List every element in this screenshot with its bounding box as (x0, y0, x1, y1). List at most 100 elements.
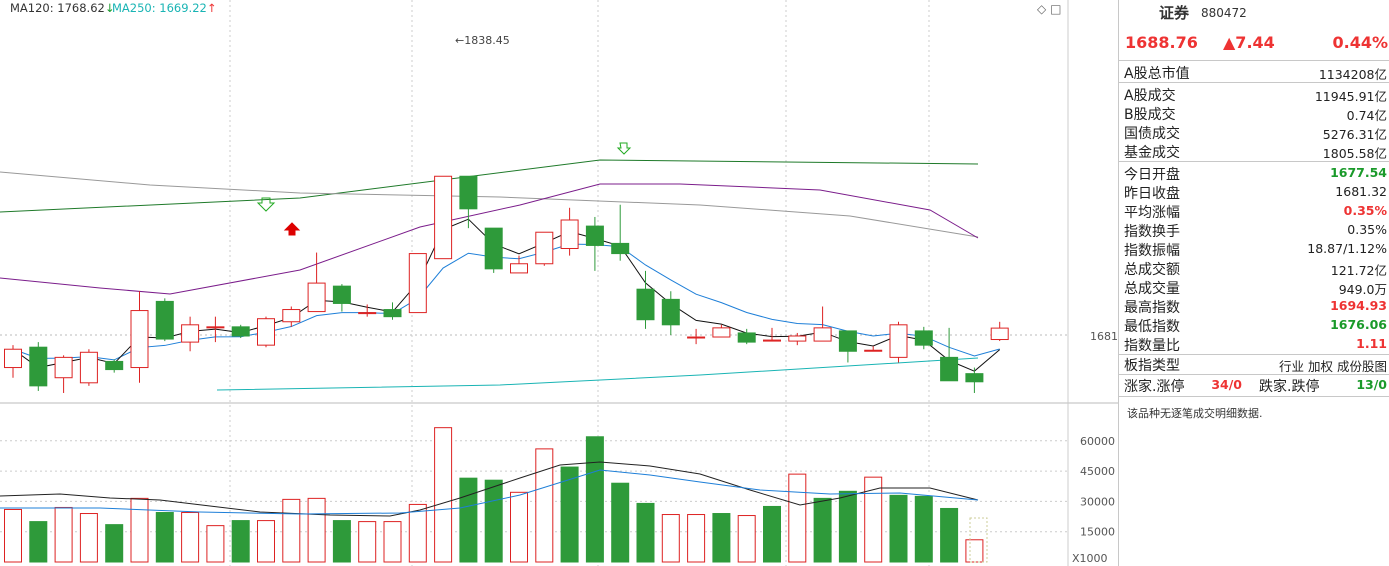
stat-label: 国债成交 (1124, 126, 1180, 142)
down-count-label: 跌家.跌停 (1259, 379, 1320, 395)
volume-bar (838, 490, 857, 563)
volume-ma10-line (0, 469, 979, 515)
volume-bar (763, 505, 781, 563)
volume-bar (636, 502, 655, 563)
candle-body (940, 356, 959, 382)
candle-body (510, 263, 528, 274)
volume-bar (130, 497, 149, 563)
volume-bar (737, 515, 756, 563)
candle-body (585, 225, 604, 246)
volume-bar (29, 521, 48, 563)
up-count-label: 涨家.涨停 (1124, 379, 1185, 395)
stat-row: 最高指数 1694.93 (1119, 296, 1389, 316)
volume-projection (969, 517, 988, 563)
volume-bar (560, 466, 579, 563)
stat-row: 指数量比 1.11 (1119, 334, 1389, 354)
divider (1119, 82, 1389, 83)
divider (1119, 354, 1389, 355)
volume-bar (661, 514, 680, 563)
candle-body (914, 330, 933, 346)
candle-body (181, 324, 200, 343)
candle-body (155, 300, 174, 340)
volume-bar (206, 525, 225, 563)
stat-label: 昨日收盘 (1124, 186, 1180, 202)
volume-bar (965, 539, 984, 563)
candle-body (763, 339, 781, 342)
square-icon[interactable]: □ (1050, 2, 1062, 16)
stat-row: 今日开盘 1677.54 (1119, 163, 1389, 183)
high-annotation: ←1838.45 (455, 34, 510, 47)
volume-bar (105, 524, 124, 563)
volume-bar (4, 508, 22, 563)
stat-row: 板指类型 行业 加权 成份股图 (1119, 354, 1389, 374)
no-tick-data-note: 该品种无逐笔成交明细数据. (1127, 407, 1263, 420)
volume-bar (940, 507, 959, 563)
volume-bar (687, 514, 706, 563)
stat-label: 总成交额 (1124, 262, 1180, 278)
volume-bar (181, 512, 200, 563)
candle-body (79, 351, 98, 384)
stat-value: 5276.31亿 (1322, 127, 1387, 142)
candle-body (636, 288, 655, 321)
stat-label: 总成交量 (1124, 281, 1180, 297)
stat-label: 指数换手 (1124, 224, 1180, 240)
stat-row: 指数振幅 18.87/1.12% (1119, 239, 1389, 259)
down-count-value: 13/0 (1356, 377, 1387, 392)
stat-row: 基金成交 1805.58亿 (1119, 141, 1389, 161)
volume-bar (282, 498, 301, 563)
stat-row: 平均涨幅 0.35% (1119, 201, 1389, 221)
candle-body (737, 332, 756, 343)
candle-body (864, 349, 883, 352)
stat-value: 0.35% (1343, 203, 1387, 218)
volume-bar (54, 506, 73, 563)
volume-tick-label: 15000 (1080, 526, 1115, 539)
volume-bar (231, 520, 250, 563)
volume-bar (535, 448, 554, 563)
volume-bar (408, 503, 427, 563)
volume-bar (332, 520, 351, 563)
quote-header: 证券 880472 1688.76 ▲7.44 0.44% (1119, 0, 1389, 61)
candle-body (307, 282, 326, 313)
volume-bar (307, 497, 326, 563)
stat-value: 949.0万 (1338, 282, 1387, 297)
breadth-row: 涨家.涨停 34/0 跌家.跌停 13/0 (1119, 375, 1389, 395)
volume-bar (79, 513, 98, 563)
price-change: ▲7.44 (1223, 33, 1275, 52)
divider (1119, 60, 1389, 61)
divider (1119, 396, 1389, 397)
ma250-up-arrow: ↑ (206, 1, 217, 15)
price-axis-label: 1681 (1090, 330, 1118, 343)
volume-bar (510, 491, 528, 563)
stat-label: 今日开盘 (1124, 167, 1180, 183)
stat-value: 11945.91亿 (1314, 89, 1387, 104)
stat-value: 1805.58亿 (1322, 146, 1387, 161)
candle-body (383, 309, 402, 318)
ma20-line (0, 183, 979, 295)
volume-bar (459, 477, 478, 563)
volume-bar (383, 521, 402, 563)
volume-tick-label: 30000 (1080, 495, 1115, 508)
ma120-line (0, 159, 979, 213)
price-percent: 0.44% (1332, 33, 1388, 52)
stat-value: 0.35% (1347, 222, 1387, 237)
stat-row: A股总市值 1134208亿 (1119, 62, 1389, 82)
volume-bar (889, 494, 908, 563)
kline-chart[interactable]: 1681 60000 45000 30000 15000 ←1838.45 (0, 0, 1118, 566)
stat-row: 总成交量 949.0万 (1119, 277, 1389, 297)
ma60-line (0, 171, 979, 238)
diamond-icon[interactable]: ◇ (1037, 2, 1047, 16)
candle-body (257, 318, 275, 346)
volume-bar (434, 427, 453, 563)
candle-body (712, 327, 731, 338)
stat-value: 0.74亿 (1346, 108, 1387, 123)
stat-row: 昨日收盘 1681.32 (1119, 182, 1389, 202)
stat-label: A股成交 (1124, 88, 1176, 104)
candle-body (687, 336, 706, 339)
ma250-line (216, 357, 979, 391)
stat-row: 指数换手 0.35% (1119, 220, 1389, 240)
candle-body (54, 356, 73, 379)
candle-body (105, 360, 124, 371)
candle-body (459, 175, 478, 210)
candle-body (990, 327, 1009, 341)
stat-value: 1.11 (1356, 336, 1387, 351)
